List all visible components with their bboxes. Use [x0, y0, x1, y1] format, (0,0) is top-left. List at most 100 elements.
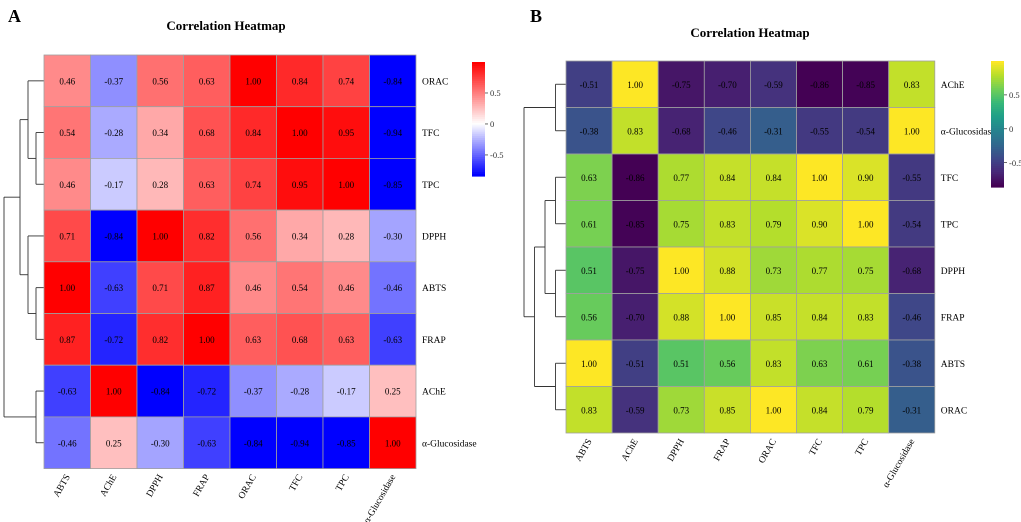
legend-swatch	[472, 145, 485, 149]
heatmap-cell	[842, 293, 890, 341]
cell-value-label: 1.00	[338, 180, 354, 190]
legend-swatch	[991, 157, 1004, 161]
row-labels-a: ORAC TFC TPC DPPH ABTS FRAP AChE α-Glucosidase	[422, 77, 477, 449]
legend-swatch	[991, 168, 1004, 171]
heatmap-cell	[136, 54, 184, 108]
row-label: DPPH	[422, 232, 446, 242]
cell-value-label: 0.95	[338, 128, 354, 138]
cell-value-label: 0.63	[812, 359, 828, 369]
legend-swatch	[991, 86, 1004, 89]
cell-value-label: 1.00	[245, 76, 261, 86]
cell-value-label: -0.68	[902, 266, 921, 276]
cell-value-label: 1.00	[292, 128, 308, 138]
heatmap-cell	[565, 246, 613, 294]
row-label: FRAP	[941, 313, 965, 323]
column-label: FRAP	[192, 473, 213, 499]
cell-value-label: 0.68	[292, 335, 308, 345]
cell-value-label: 0.79	[766, 219, 782, 229]
cell-value-label: 0.83	[766, 359, 782, 369]
cell-value-label: 0.51	[673, 359, 689, 369]
legend-swatch	[991, 92, 1004, 96]
legend-swatch	[991, 153, 1004, 157]
legend-swatch	[472, 94, 485, 97]
heatmap-cell	[322, 54, 370, 108]
heatmap-cell	[322, 364, 370, 418]
heatmap-cell	[183, 313, 231, 366]
heatmap-cell	[43, 209, 91, 263]
legend-swatch	[991, 100, 1004, 104]
column-label: ABTS	[574, 438, 595, 464]
heatmap-cell	[90, 416, 138, 469]
heatmap-cell	[565, 339, 613, 387]
legend-swatch	[991, 155, 1004, 159]
heatmap-cell	[703, 60, 751, 108]
legend-swatch	[472, 143, 485, 147]
cell-value-label: -0.28	[290, 387, 309, 397]
heatmap-cell	[888, 153, 936, 201]
legend-swatch	[991, 145, 1004, 148]
heatmap-cell	[750, 60, 797, 108]
color-legend-a: 0.5 0 -0.5	[472, 62, 503, 177]
heatmap-cell	[322, 416, 370, 469]
legend-swatch	[991, 166, 1004, 169]
cell-value-label: 1.00	[673, 266, 689, 276]
cell-value-label: -0.51	[580, 80, 599, 90]
legend-swatch	[472, 63, 485, 67]
legend-swatch	[472, 126, 485, 130]
cell-value-label: 0.51	[581, 266, 597, 276]
row-label: TFC	[941, 174, 958, 184]
heatmap-cell	[703, 246, 751, 294]
heatmap-cell	[611, 246, 659, 294]
cell-value-label: -0.59	[764, 80, 783, 90]
cell-value-label: -0.28	[104, 128, 123, 138]
heatmap-cell	[322, 157, 370, 211]
cell-value-label: -0.72	[197, 387, 216, 397]
heatmap-cell	[750, 246, 797, 294]
panel-label-a: A	[8, 6, 21, 26]
cell-value-label: 0.71	[59, 231, 75, 241]
cell-value-label: 0.87	[59, 335, 75, 345]
heatmap-cell	[369, 209, 417, 263]
cell-value-label: 0.84	[292, 76, 308, 86]
cell-value-label: 0.61	[581, 219, 597, 229]
heatmap-cell	[842, 246, 890, 294]
cell-value-label: -0.17	[104, 180, 123, 190]
heatmap-cell	[796, 339, 843, 387]
cell-value-label: 1.00	[904, 126, 920, 136]
legend-swatch	[472, 174, 485, 177]
cell-value-label: -0.31	[902, 405, 921, 415]
legend-swatch	[991, 79, 1004, 83]
legend-tick-label: -0.5	[1009, 158, 1021, 168]
row-label: ORAC	[422, 77, 448, 87]
heatmap-cell	[136, 106, 184, 159]
legend-swatch	[991, 163, 1004, 167]
legend-swatch	[472, 115, 485, 118]
legend-swatch	[472, 139, 485, 143]
heatmap-cell	[750, 293, 797, 341]
heatmap-cell	[136, 416, 184, 469]
cell-value-label: 0.56	[581, 312, 597, 322]
cell-value-label: 1.00	[812, 173, 828, 183]
cell-value-label: -0.46	[58, 438, 77, 448]
heatmap-cell	[136, 261, 184, 314]
legend-swatch	[472, 132, 485, 135]
row-label: TPC	[422, 181, 439, 191]
heatmap-cell	[565, 153, 613, 201]
heatmap-cell	[136, 209, 184, 263]
legend-swatch	[472, 124, 485, 128]
column-labels-b: ABTS AChE DPPH FRAP ORAC TFC TPC α-Glucosidase	[574, 437, 918, 489]
heatmap-cell	[276, 54, 324, 108]
heatmap-cell	[888, 246, 936, 294]
cell-value-label: -0.75	[626, 266, 645, 276]
cell-value-label: -0.54	[856, 126, 875, 136]
heatmap-cell	[796, 60, 843, 108]
cell-value-label: 0.25	[385, 387, 401, 397]
legend-swatch	[991, 65, 1004, 68]
legend-swatch	[472, 149, 485, 152]
heatmap-cell	[657, 60, 705, 108]
heatmap-cell	[611, 339, 659, 387]
legend-swatch	[991, 111, 1004, 115]
cell-value-label: 0.71	[152, 283, 168, 293]
heatmap-cell	[183, 416, 231, 469]
legend-swatch	[472, 157, 485, 160]
